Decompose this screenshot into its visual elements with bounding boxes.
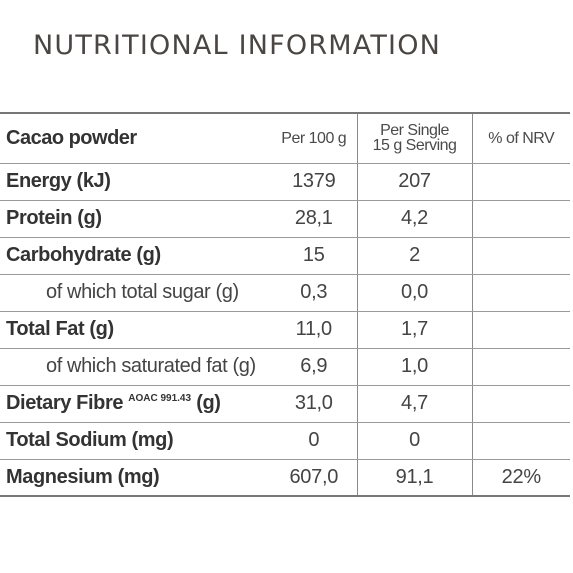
per-serving-value: 207 xyxy=(356,163,472,201)
table-row-protein: Protein (g) 28,1 4,2 xyxy=(0,200,570,238)
nutrition-table: Cacao powder Per 100 g Per Single 15 g S… xyxy=(0,112,570,497)
table-row-carbohydrate: Carbohydrate (g) 15 2 xyxy=(0,237,570,275)
page-title: NUTRITIONAL INFORMATION xyxy=(33,30,442,61)
row-label-unit: (g) xyxy=(196,392,221,414)
per-100g-value: 31,0 xyxy=(271,385,357,423)
per-100g-value: 0,3 xyxy=(271,274,357,312)
nrv-value xyxy=(471,237,570,275)
header-per-serving-line2: 15 g Serving xyxy=(372,137,457,155)
per-100g-value: 607,0 xyxy=(271,459,357,497)
row-label: Total Fat (g) xyxy=(0,311,271,349)
nrv-value xyxy=(471,348,570,386)
row-label: Carbohydrate (g) xyxy=(0,237,271,275)
per-100g-value: 11,0 xyxy=(271,311,357,349)
table-row-total-sodium: Total Sodium (mg) 0 0 xyxy=(0,422,570,460)
nrv-value: 22% xyxy=(471,459,570,497)
per-serving-value: 0 xyxy=(356,422,472,460)
row-label: Magnesium (mg) xyxy=(0,459,271,497)
table-row-saturated-fat: of which saturated fat (g) 6,9 1,0 xyxy=(0,348,570,386)
per-100g-value: 28,1 xyxy=(271,200,357,238)
table-row-total-fat: Total Fat (g) 11,0 1,7 xyxy=(0,311,570,349)
table-row-total-sugar: of which total sugar (g) 0,3 0,0 xyxy=(0,274,570,312)
nrv-value xyxy=(471,385,570,423)
per-100g-value: 15 xyxy=(271,237,357,275)
per-serving-value: 91,1 xyxy=(356,459,472,497)
per-serving-value: 1,7 xyxy=(356,311,472,349)
row-label: of which total sugar (g) xyxy=(0,274,271,312)
header-product: Cacao powder xyxy=(0,113,271,164)
header-per-serving-line1: Per Single xyxy=(380,122,449,140)
nrv-value xyxy=(471,274,570,312)
header-per-serving: Per Single 15 g Serving xyxy=(356,113,472,164)
per-100g-value: 1379 xyxy=(271,163,357,201)
per-serving-value: 0,0 xyxy=(356,274,472,312)
per-serving-value: 4,2 xyxy=(356,200,472,238)
nrv-value xyxy=(471,422,570,460)
nrv-value xyxy=(471,200,570,238)
row-label-text: Dietary Fibre xyxy=(6,392,124,414)
table-row-dietary-fibre: Dietary Fibre AOAC 991.43 (g) 31,0 4,7 xyxy=(0,385,570,423)
row-label: Total Sodium (mg) xyxy=(0,422,271,460)
header-per-100g: Per 100 g xyxy=(271,113,357,164)
per-serving-value: 1,0 xyxy=(356,348,472,386)
row-label: Protein (g) xyxy=(0,200,271,238)
method-superscript: AOAC 991.43 xyxy=(128,393,192,404)
row-label: Dietary Fibre AOAC 991.43 (g) xyxy=(0,385,271,423)
table-row-magnesium: Magnesium (mg) 607,0 91,1 22% xyxy=(0,459,570,497)
row-label: of which saturated fat (g) xyxy=(0,348,271,386)
row-label: Energy (kJ) xyxy=(0,163,271,201)
table-header-row: Cacao powder Per 100 g Per Single 15 g S… xyxy=(0,113,570,164)
table-row-energy: Energy (kJ) 1379 207 xyxy=(0,163,570,201)
per-serving-value: 2 xyxy=(356,237,472,275)
per-100g-value: 6,9 xyxy=(271,348,357,386)
header-nrv: % of NRV xyxy=(471,113,570,164)
per-serving-value: 4,7 xyxy=(356,385,472,423)
per-100g-value: 0 xyxy=(271,422,357,460)
nrv-value xyxy=(471,311,570,349)
nrv-value xyxy=(471,163,570,201)
